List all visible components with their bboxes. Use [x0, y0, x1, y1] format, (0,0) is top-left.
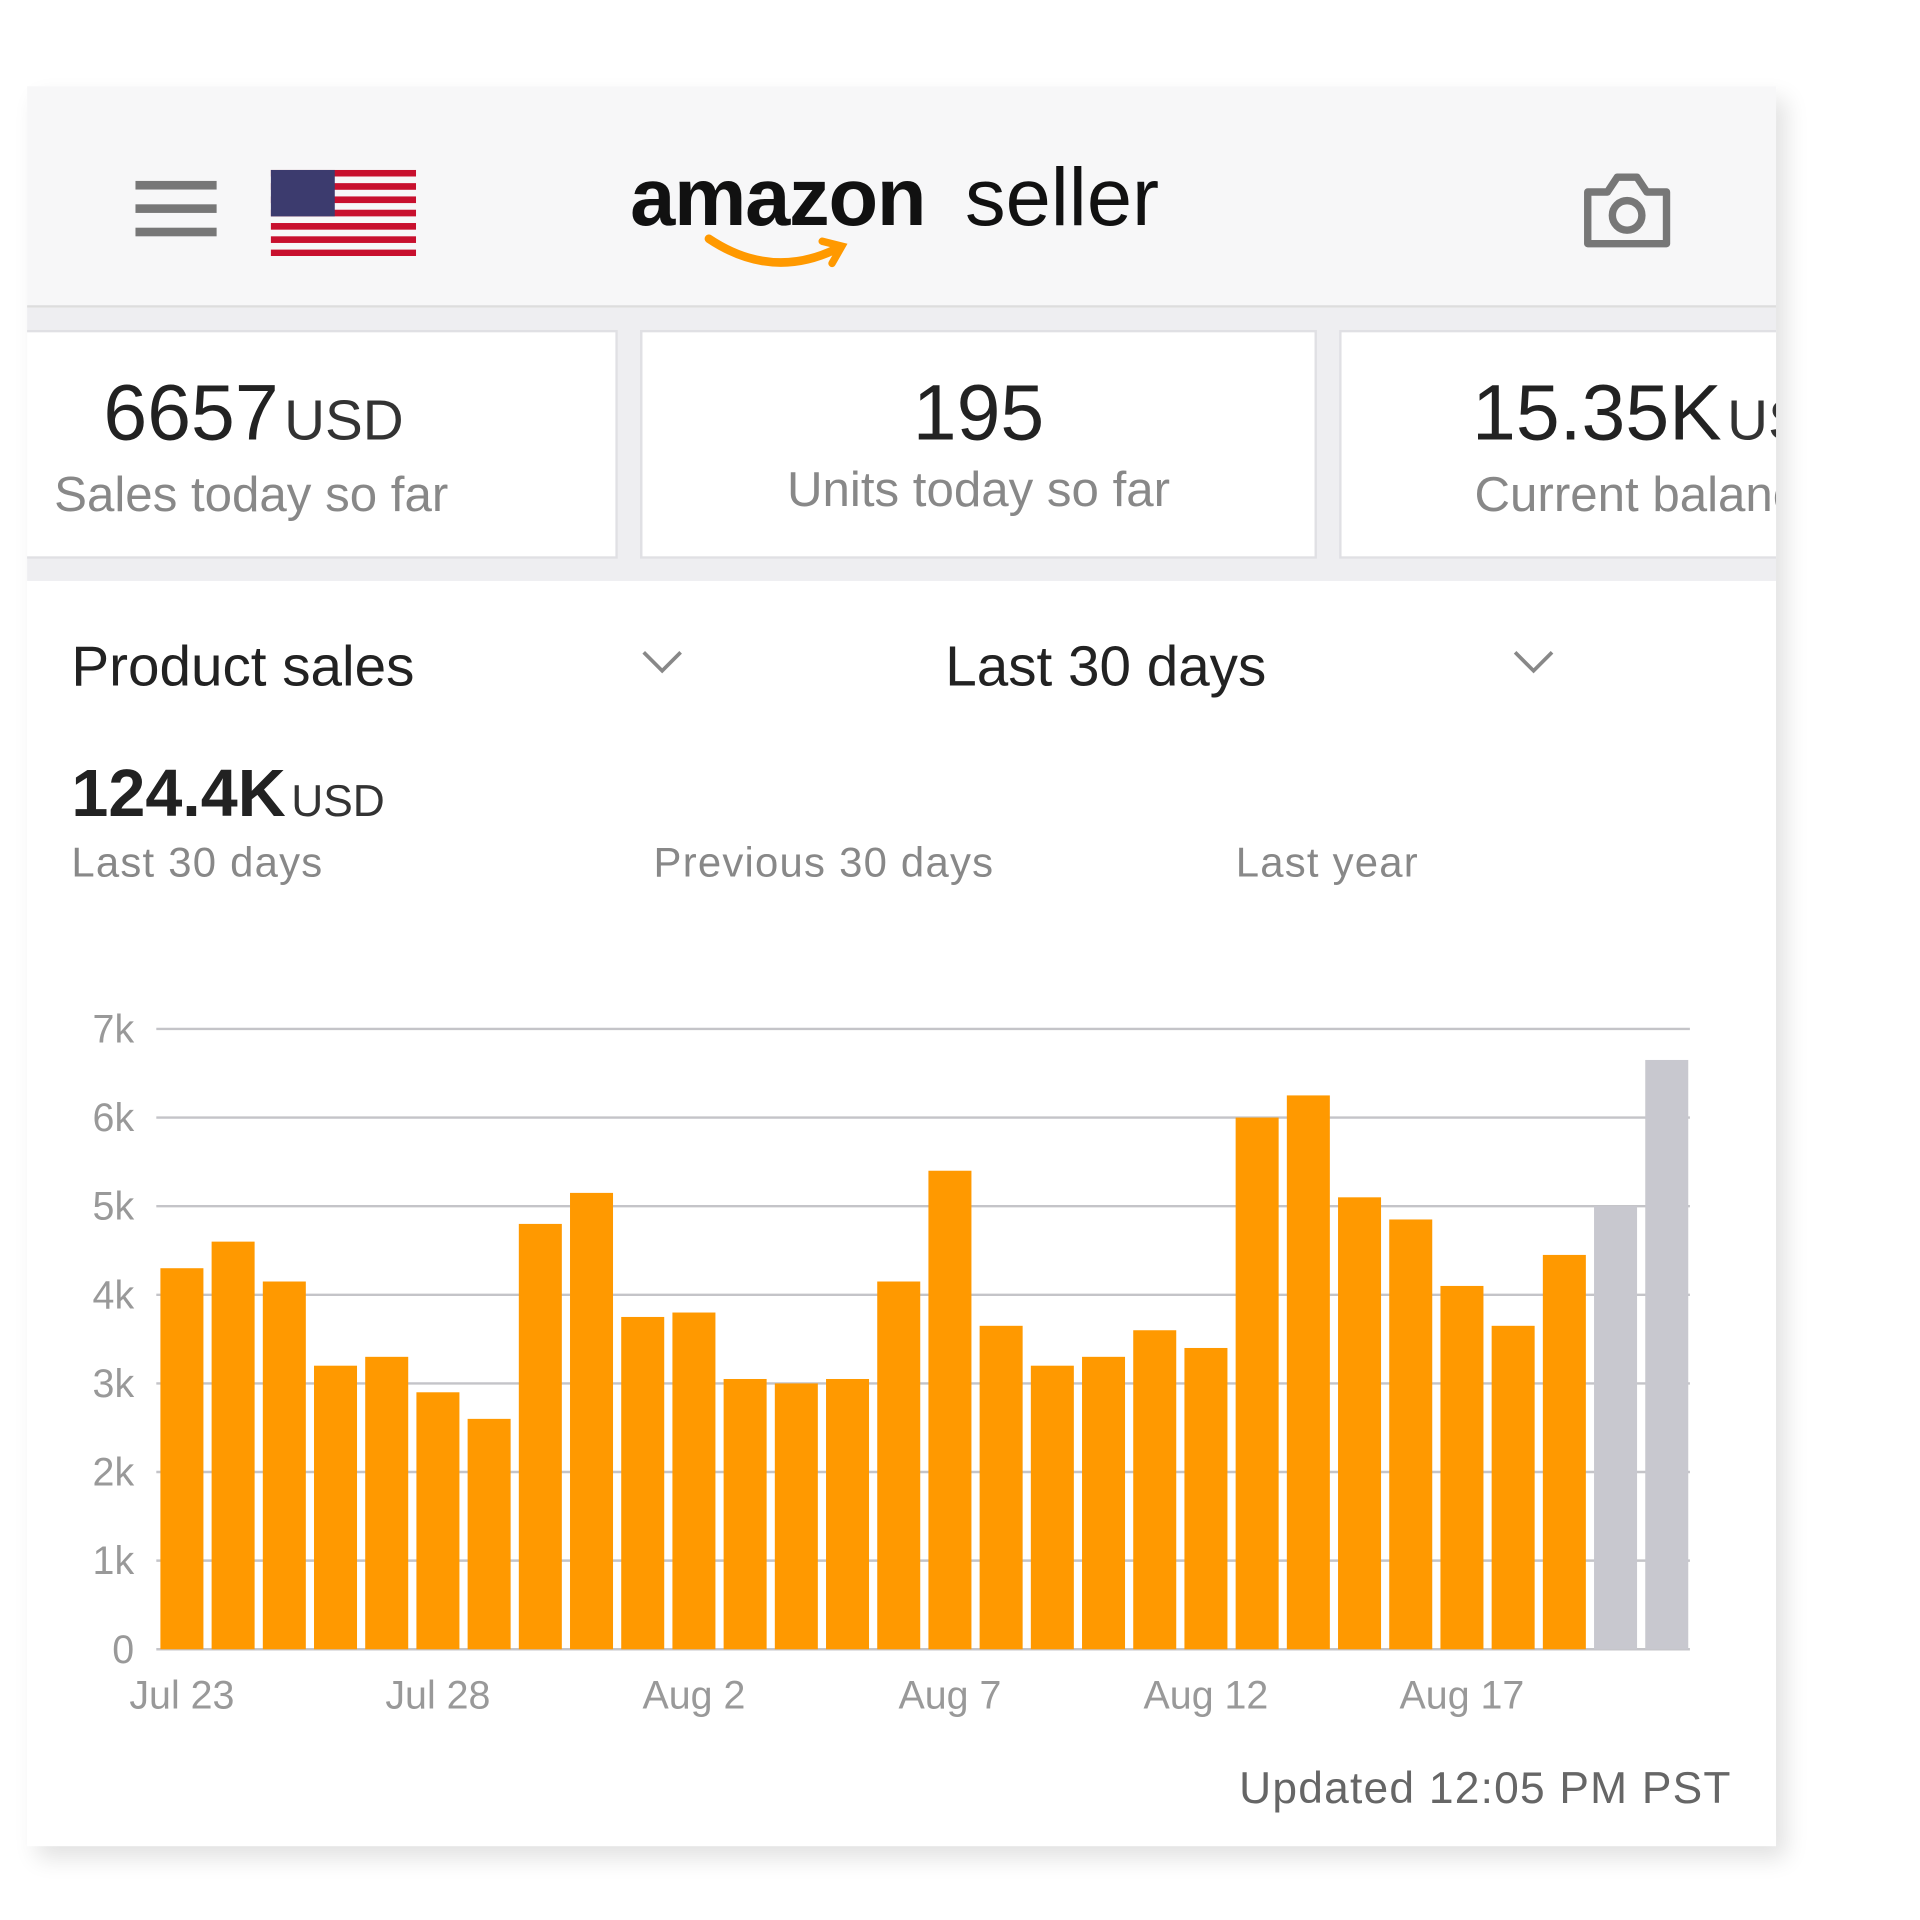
- period-label[interactable]: Last year: [1235, 839, 1419, 887]
- bar: [979, 1325, 1023, 1650]
- metric-selector[interactable]: Product sales: [71, 633, 415, 698]
- y-tick-label: 0: [112, 1628, 134, 1672]
- period-selector[interactable]: Last 30 days: [945, 633, 1267, 698]
- y-tick-label: 5k: [93, 1185, 135, 1229]
- bar: [1389, 1219, 1433, 1650]
- menu-button[interactable]: [135, 178, 219, 240]
- bar: [570, 1192, 614, 1650]
- y-tick-label: 3k: [93, 1362, 135, 1406]
- bar: [672, 1312, 716, 1650]
- bar: [621, 1316, 665, 1650]
- bar: [1082, 1356, 1126, 1650]
- card-label: Sales today so far: [54, 467, 449, 522]
- bar: [160, 1268, 204, 1650]
- bar: [1491, 1325, 1535, 1650]
- bar: [723, 1378, 767, 1650]
- app-panel: amazon seller 6657 USD Sales today so fa…: [27, 86, 1777, 1847]
- bar: [1133, 1330, 1177, 1650]
- bar: [1542, 1254, 1586, 1650]
- bar: [365, 1356, 409, 1650]
- bar: [1594, 1206, 1638, 1650]
- card-label: Current balance: [1474, 467, 1776, 522]
- x-tick-label: Jul 23: [129, 1673, 234, 1717]
- card-unit: USD: [284, 387, 404, 452]
- y-tick-label: 7k: [93, 1007, 135, 1051]
- updated-note: Updated 12:05 PM PST: [1239, 1762, 1732, 1813]
- period-label: Last 30 days: [71, 839, 324, 887]
- bar: [877, 1281, 921, 1650]
- y-tick-label: 2k: [93, 1451, 135, 1495]
- x-tick-label: Aug 7: [898, 1673, 1001, 1717]
- bar: [467, 1418, 511, 1650]
- sales-card[interactable]: 6657 USD Sales today so far: [27, 329, 618, 559]
- bar: [1030, 1365, 1074, 1650]
- summary-unit: USD: [291, 775, 385, 826]
- bar: [416, 1392, 460, 1650]
- bar: [1286, 1095, 1330, 1650]
- bar: [1440, 1285, 1484, 1650]
- card-value: 15.35K: [1472, 368, 1722, 457]
- bar: [1645, 1059, 1689, 1650]
- header: amazon seller: [27, 86, 1777, 308]
- x-tick-label: Aug 12: [1144, 1673, 1269, 1717]
- bar: [314, 1365, 358, 1650]
- card-value: 195: [912, 368, 1045, 457]
- bar: [826, 1378, 870, 1650]
- card-value: 6657: [103, 368, 279, 457]
- summary-value: 124.4K: [71, 756, 286, 831]
- bar: [262, 1281, 306, 1650]
- bar: [774, 1383, 818, 1650]
- logo-smile: [704, 234, 848, 268]
- chevron: [642, 651, 682, 674]
- x-tick-label: Jul 28: [385, 1673, 490, 1717]
- x-tick-label: Aug 17: [1400, 1673, 1525, 1717]
- camera-button[interactable]: [1580, 170, 1674, 251]
- bar: [211, 1241, 255, 1650]
- logo: amazon: [630, 151, 926, 243]
- card-unit: USD: [1727, 387, 1776, 452]
- period-label[interactable]: Previous 30 days: [653, 839, 995, 887]
- x-tick-label: Aug 2: [642, 1673, 745, 1717]
- y-tick-label: 4k: [93, 1273, 135, 1317]
- summary-cards: 6657 USD Sales today so far 195 Units to…: [27, 307, 1777, 581]
- units-card[interactable]: 195 Units today so far: [640, 329, 1317, 559]
- bar: [1338, 1197, 1382, 1650]
- card-label: Units today so far: [786, 462, 1171, 517]
- y-tick-label: 1k: [93, 1539, 135, 1583]
- y-tick-label: 6k: [93, 1096, 135, 1140]
- bar: [1184, 1347, 1228, 1650]
- bar: [518, 1223, 562, 1650]
- bar: [928, 1170, 972, 1650]
- balance-card[interactable]: 15.35K USD Current balance: [1339, 329, 1777, 559]
- logo-suffix: seller: [964, 151, 1160, 243]
- bar: [1235, 1117, 1279, 1650]
- chart: 0 1k 2k 3k 4k 5k 6k 7k Jul 23 Jul 28 Aug 2 Aug 7 Aug…: [93, 1007, 1690, 1717]
- country-flag[interactable]: [270, 169, 419, 257]
- chevron: [1513, 651, 1554, 674]
